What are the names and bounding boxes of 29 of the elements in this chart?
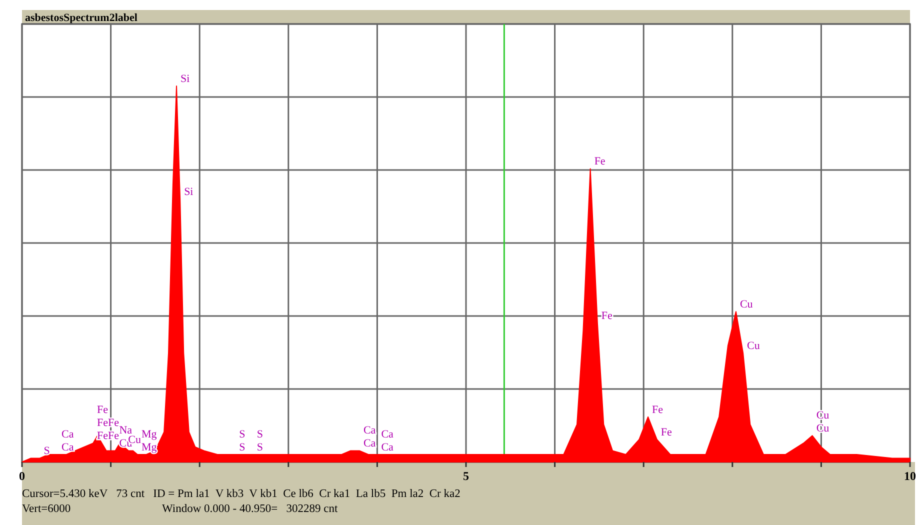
annotation: Fe <box>660 426 672 438</box>
annotation: Mg <box>141 428 158 440</box>
annotation: Si <box>184 186 194 198</box>
annotation: S <box>256 441 264 454</box>
text: Window 0.000 - 40.950= 302289 cnt <box>162 503 338 515</box>
annotation: S <box>239 428 246 440</box>
annotation: Ca <box>381 428 394 440</box>
x-tick-label: 10 <box>904 469 916 483</box>
annotation: S <box>256 428 264 440</box>
annotation: Ca <box>62 441 74 454</box>
annotation: Na <box>119 424 132 437</box>
annotation: S <box>44 445 50 458</box>
annotation: Fe <box>652 404 664 416</box>
annotation: Ca <box>62 428 74 440</box>
annotation: Fe <box>594 156 606 168</box>
chart-title: asbestosSpectrum2label <box>25 12 138 24</box>
annotation: Cu <box>747 340 760 352</box>
x-tick-label: 5 <box>463 469 469 483</box>
annotation: Mg <box>141 441 158 454</box>
annotation: S <box>239 441 246 454</box>
annotation: Cu <box>740 298 754 311</box>
text: Cursor=5.430 keV 73 cnt ID = Pm la1 V kb3 V kb1 Ce lb6 Cr ka1 La lb5 Pm la2 Cr ka2 <box>22 488 461 500</box>
annotation: Si <box>180 73 190 86</box>
text: Vert=6000 <box>22 503 71 515</box>
annotation: Ca <box>363 438 376 450</box>
x-tick-label: 0 <box>19 469 25 483</box>
annotation: Ca <box>363 424 376 437</box>
annotation: Fe <box>97 404 108 416</box>
annotation: Ca <box>381 441 394 454</box>
